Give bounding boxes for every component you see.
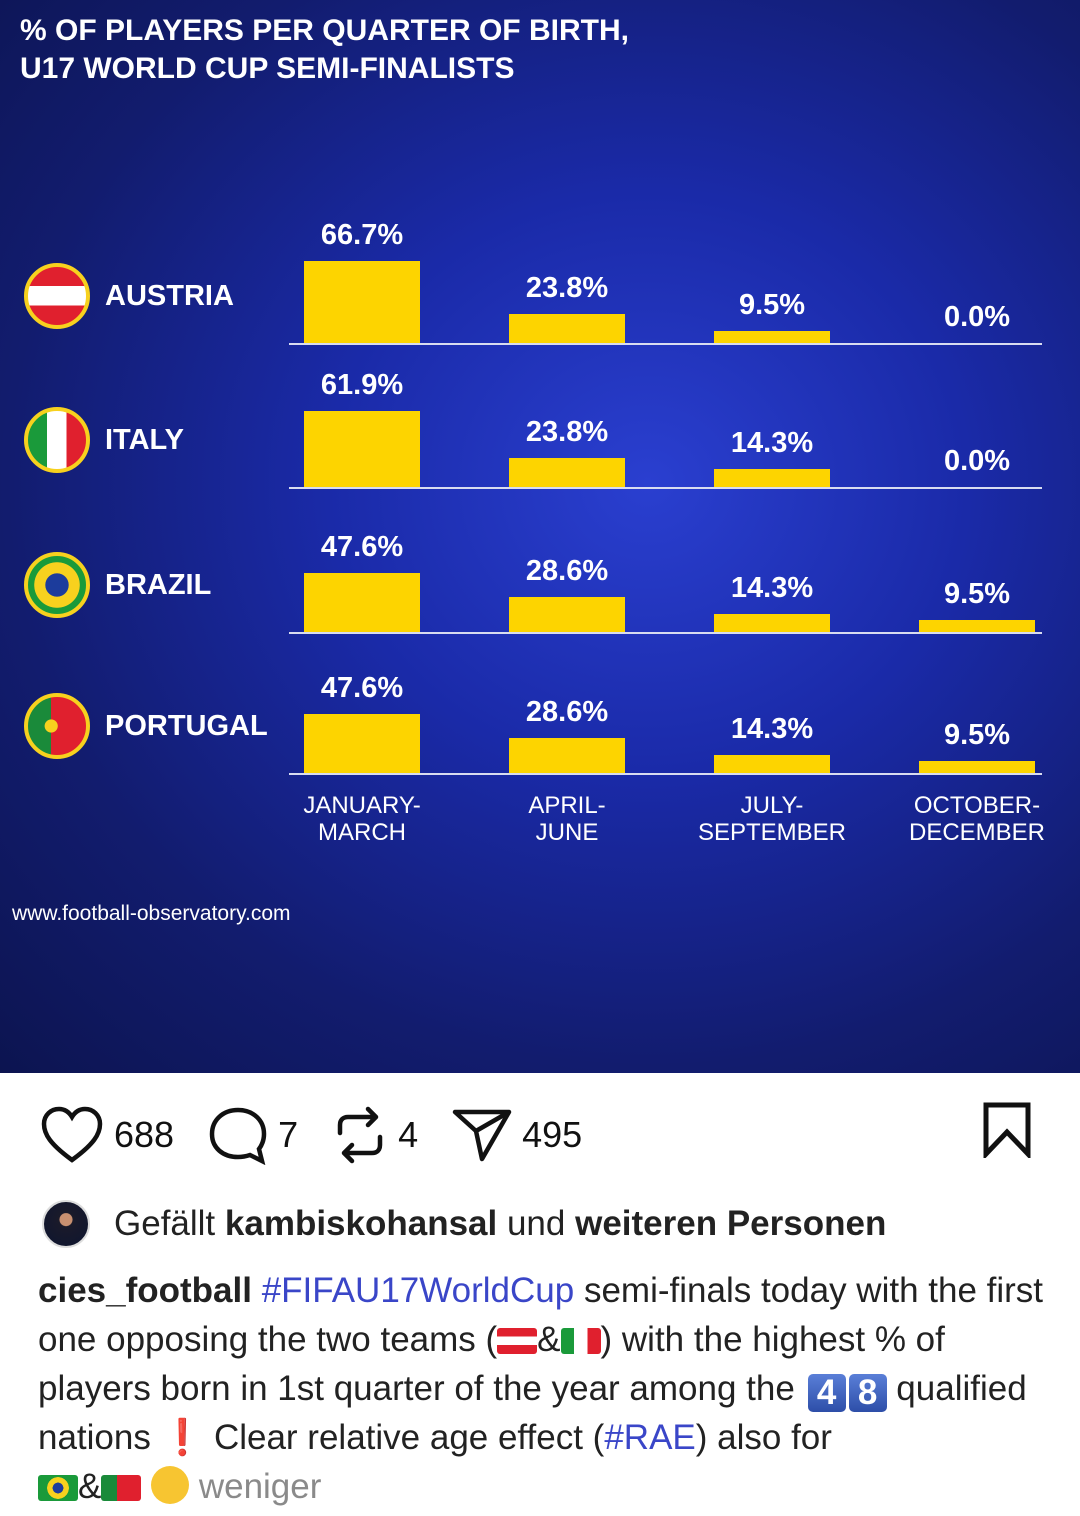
value-label: 0.0% (943, 445, 1011, 477)
portugal-flag-icon (101, 1475, 142, 1501)
liked-by-middle: und (506, 1204, 566, 1243)
value-label: 9.5% (943, 719, 1011, 752)
value-label: 66.7% (320, 218, 404, 251)
caption-text: qualified nations (38, 1369, 1027, 1457)
italy-flag-icon (560, 1328, 601, 1354)
bar-brazil-q4 (919, 620, 1035, 632)
heart-icon (41, 1106, 103, 1163)
bar-italy-q3 (714, 469, 830, 487)
bar-brazil-q2 (509, 596, 625, 632)
quarter-label: OCTOBER- DECEMBER (908, 792, 1046, 846)
liked-by-others[interactable]: weiteren Personen (575, 1204, 887, 1243)
comment-icon (209, 1107, 267, 1165)
baseline (289, 487, 1042, 489)
liked-by: Gefällt kambiskohansal und weiteren Pers… (42, 1200, 886, 1248)
value-label: 28.6% (525, 554, 609, 587)
comment-count: 7 (278, 1114, 299, 1155)
bar-portugal-q2 (509, 737, 625, 773)
value-label: 9.5% (738, 289, 806, 322)
quarter-label: JULY- SEPTEMBER (697, 792, 847, 846)
bar-italy-q2 (509, 457, 625, 487)
austria-flag-icon (497, 1328, 538, 1354)
monocle-face-icon (151, 1466, 190, 1504)
send-icon (452, 1109, 512, 1162)
value-label: 28.6% (525, 695, 609, 728)
title-line-1: % OF PLAYERS PER QUARTER OF BIRTH, (20, 14, 629, 47)
value-label: 23.8% (525, 271, 609, 304)
baseline (289, 632, 1042, 634)
exclamation-icon: ❗ (160, 1418, 205, 1457)
value-label: 47.6% (320, 531, 404, 564)
hashtag-link[interactable]: #RAE (604, 1418, 696, 1457)
repost-count: 4 (398, 1114, 419, 1155)
bar-portugal-q1 (304, 714, 420, 773)
share-count: 495 (522, 1114, 583, 1155)
caption-text: semi-finals today with the first one opp… (38, 1271, 1044, 1359)
post-caption: cies_football #FIFAU17WorldCup semi-fina… (38, 1266, 1048, 1511)
bar-brazil-q1 (304, 573, 420, 632)
caption-ampersand: & (78, 1467, 102, 1506)
value-label: 14.3% (730, 572, 814, 605)
caption-text: ) with the highest % of players born in … (38, 1320, 945, 1408)
caption-text: Clear relative age effect ( (213, 1418, 605, 1457)
country-austria: AUSTRIA (24, 263, 234, 329)
value-label: 61.9% (320, 368, 404, 401)
source-url: www.football-observatory.com (12, 902, 291, 925)
keycap-8-icon: 8 (848, 1374, 887, 1412)
portugal-flag-icon (24, 693, 90, 759)
comment-button[interactable]: 7 (208, 1105, 298, 1165)
share-button[interactable]: 495 (452, 1107, 582, 1163)
italy-flag-icon (24, 407, 90, 473)
like-count: 688 (114, 1114, 175, 1155)
like-button[interactable]: 688 (40, 1106, 174, 1164)
bookmark-icon (983, 1102, 1031, 1161)
save-button[interactable] (982, 1102, 1032, 1163)
value-label: 14.3% (730, 713, 814, 746)
brazil-flag-icon (24, 552, 90, 618)
country-name: ITALY (105, 423, 184, 456)
country-brazil: BRAZIL (24, 552, 211, 618)
country-name: AUSTRIA (105, 279, 234, 312)
value-label: 9.5% (943, 578, 1011, 611)
avatar[interactable] (42, 1200, 90, 1248)
chart-title: % OF PLAYERS PER QUARTER OF BIRTH, U17 W… (20, 12, 629, 88)
baseline (289, 773, 1042, 775)
baseline (289, 343, 1042, 345)
quarter-label: APRIL- JUNE (528, 792, 606, 846)
quarter-label: JANUARY- MARCH (303, 792, 421, 846)
austria-flag-icon (24, 263, 90, 329)
country-name: BRAZIL (105, 568, 212, 601)
value-label: 47.6% (320, 672, 404, 705)
infographic: % OF PLAYERS PER QUARTER OF BIRTH, U17 W… (0, 0, 1080, 1073)
caption-ampersand: & (537, 1320, 561, 1359)
country-italy: ITALY (24, 407, 184, 473)
hashtag-link[interactable]: #FIFAU17WorldCup (261, 1271, 575, 1310)
bar-austria-q2 (509, 313, 625, 343)
caption-username[interactable]: cies_football (38, 1271, 252, 1310)
keycap-4-icon: 4 (807, 1374, 846, 1412)
repost-icon (337, 1106, 383, 1164)
value-label: 23.8% (525, 415, 609, 448)
caption-text: ) also for (695, 1418, 832, 1457)
bar-austria-q3 (714, 331, 830, 343)
brazil-flag-icon (38, 1475, 78, 1501)
country-portugal: PORTUGAL (24, 693, 268, 759)
liked-by-user[interactable]: kambiskohansal (224, 1204, 498, 1243)
bar-portugal-q4 (919, 761, 1035, 773)
bar-portugal-q3 (714, 755, 830, 773)
bar-brazil-q3 (714, 614, 830, 632)
liked-by-prefix: Gefällt (114, 1204, 216, 1243)
bar-austria-q1 (304, 260, 420, 343)
bar-italy-q1 (304, 410, 420, 487)
value-label: 0.0% (943, 301, 1011, 333)
value-label: 14.3% (730, 427, 814, 460)
repost-button[interactable]: 4 (332, 1103, 418, 1167)
action-bar: 688 7 4 495 (40, 1100, 1040, 1170)
title-line-2: U17 WORLD CUP SEMI-FINALISTS (20, 52, 515, 85)
show-less-link[interactable]: weniger (198, 1467, 322, 1506)
country-name: PORTUGAL (105, 709, 268, 742)
